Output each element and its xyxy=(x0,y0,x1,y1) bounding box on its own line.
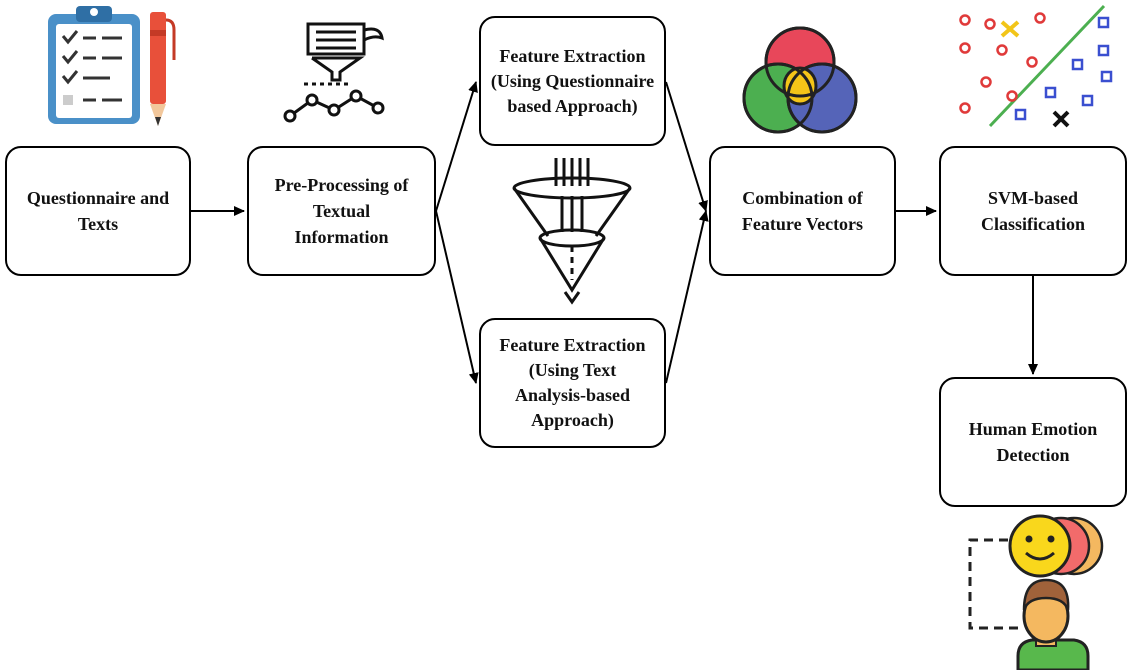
box-label-line: Textual xyxy=(312,201,371,221)
box-label-line: Approach) xyxy=(531,410,614,430)
arrow-preprocessing-to-feature-text xyxy=(435,210,479,384)
feature-extraction-text-box: Feature Extraction (Using Text Analysis-… xyxy=(479,318,666,448)
questionnaire-and-texts-box: Questionnaire and Texts xyxy=(5,146,191,276)
box-label-line: Detection xyxy=(996,445,1070,465)
box-label-line: Feature Extraction xyxy=(499,335,646,355)
box-label-line: (Using Questionnaire xyxy=(490,70,655,91)
box-label-line: Questionnaire and xyxy=(26,188,170,208)
box-label-line: Pre-Processing of xyxy=(274,175,409,195)
box-label-line: Texts xyxy=(77,214,119,234)
box-label-line: Combination of xyxy=(742,188,863,208)
human-emotion-detection-box: Human Emotion Detection xyxy=(939,377,1127,507)
box-label-line: Analysis-based xyxy=(514,385,630,405)
box-label-line: (Using Text xyxy=(528,360,617,380)
svm-classification-box: SVM-based Classification xyxy=(939,146,1127,276)
box-label-line: Human Emotion xyxy=(968,419,1098,439)
feature-extraction-questionnaire-box: Feature Extraction (Using Questionnaire … xyxy=(479,16,666,146)
combination-of-feature-vectors-box: Combination of Feature Vectors xyxy=(709,146,896,276)
preprocessing-box: Pre-Processing of Textual Information xyxy=(247,146,436,276)
connectors xyxy=(191,81,1038,384)
box-label-line: Feature Vectors xyxy=(741,214,864,234)
box-label-line: SVM-based xyxy=(987,188,1078,208)
box-label-line: Feature Extraction xyxy=(499,45,646,66)
svm-scatter-icon xyxy=(959,4,1113,128)
box-label-line: based Approach) xyxy=(507,95,638,116)
funnel-icon xyxy=(512,158,632,305)
venn-diagram-icon xyxy=(742,26,858,134)
arrow-preprocessing-to-feature-questionnaire xyxy=(435,81,478,212)
data-filter-icon xyxy=(283,22,385,123)
box-label-line: Information xyxy=(294,227,389,247)
box-label-line: Classification xyxy=(980,214,1085,234)
clipboard-checklist-icon xyxy=(48,6,176,126)
emotion-person-icon xyxy=(968,514,1104,670)
arrow-feature-text-to-combination xyxy=(665,210,709,384)
arrow-feature-questionnaire-to-combination xyxy=(665,81,708,212)
